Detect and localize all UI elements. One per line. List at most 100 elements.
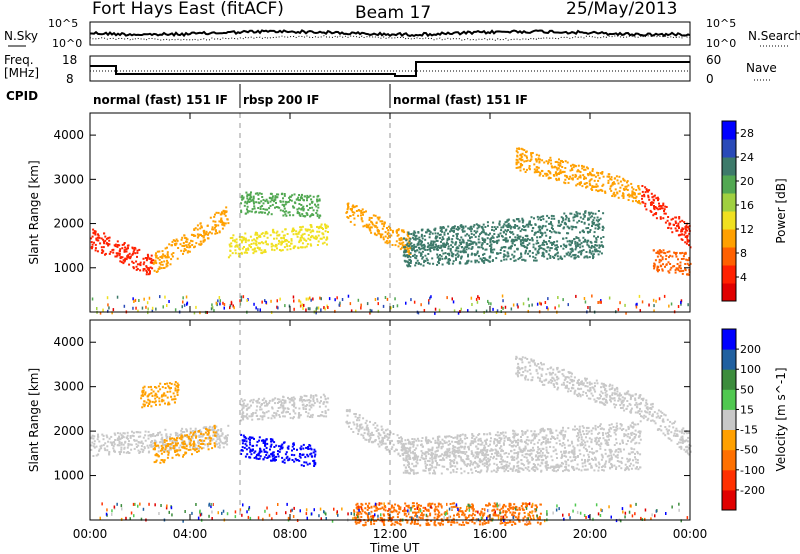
data-point bbox=[252, 242, 255, 245]
data-point bbox=[555, 174, 558, 177]
data-point bbox=[510, 225, 513, 228]
data-point bbox=[256, 399, 259, 402]
data-point bbox=[489, 433, 492, 436]
data-point bbox=[579, 231, 581, 234]
data-point bbox=[539, 158, 541, 161]
data-point bbox=[533, 259, 535, 262]
data-point bbox=[592, 223, 595, 226]
data-point bbox=[262, 202, 265, 205]
data-point bbox=[305, 239, 308, 242]
data-point bbox=[593, 235, 596, 238]
data-point bbox=[256, 440, 259, 443]
data-point bbox=[157, 390, 160, 393]
data-point bbox=[455, 233, 458, 236]
data-point bbox=[680, 228, 683, 231]
data-point bbox=[405, 239, 408, 242]
data-point bbox=[226, 436, 228, 439]
data-point bbox=[577, 439, 580, 442]
data-point bbox=[196, 236, 199, 239]
data-point bbox=[521, 433, 524, 436]
data-point bbox=[576, 212, 579, 215]
noise-point bbox=[132, 297, 134, 301]
data-point bbox=[552, 215, 555, 218]
data-point bbox=[448, 254, 451, 257]
data-point bbox=[215, 230, 217, 233]
data-point bbox=[253, 456, 256, 459]
noise-point bbox=[195, 305, 197, 309]
data-point bbox=[272, 244, 275, 247]
data-point bbox=[212, 434, 215, 437]
data-point bbox=[653, 194, 656, 197]
data-point bbox=[446, 252, 449, 255]
data-point bbox=[590, 438, 593, 441]
data-point bbox=[348, 408, 351, 411]
data-point bbox=[322, 402, 325, 405]
data-point bbox=[193, 228, 196, 231]
data-point bbox=[454, 446, 457, 449]
data-point bbox=[314, 235, 317, 238]
data-point bbox=[209, 231, 211, 234]
data-point bbox=[582, 430, 584, 433]
data-point bbox=[169, 443, 172, 446]
data-point bbox=[347, 409, 350, 412]
data-point bbox=[166, 246, 168, 249]
data-point bbox=[229, 237, 232, 240]
data-point bbox=[203, 229, 206, 232]
data-point bbox=[439, 442, 442, 445]
data-point bbox=[292, 233, 295, 236]
data-point bbox=[384, 231, 387, 234]
data-point bbox=[155, 262, 158, 265]
data-point bbox=[373, 232, 376, 235]
data-point bbox=[591, 250, 594, 253]
data-point bbox=[555, 166, 558, 169]
data-point bbox=[659, 216, 662, 219]
data-point bbox=[362, 417, 365, 420]
data-point bbox=[572, 428, 574, 431]
data-point bbox=[513, 435, 516, 437]
data-point bbox=[163, 459, 166, 462]
data-point bbox=[256, 405, 259, 408]
data-point bbox=[301, 233, 304, 236]
data-point bbox=[209, 216, 212, 219]
data-point bbox=[159, 256, 162, 258]
data-point bbox=[415, 455, 418, 458]
data-point bbox=[474, 235, 477, 238]
data-point bbox=[466, 244, 469, 247]
data-point bbox=[594, 250, 597, 253]
noise-point bbox=[174, 308, 177, 312]
data-point bbox=[299, 453, 301, 455]
data-point bbox=[509, 245, 512, 248]
data-point bbox=[582, 236, 585, 239]
data-point bbox=[127, 443, 130, 445]
data-point bbox=[258, 211, 261, 214]
noise-point bbox=[587, 306, 589, 309]
data-point bbox=[137, 444, 140, 447]
data-point bbox=[241, 400, 244, 403]
data-point bbox=[172, 239, 175, 242]
data-point bbox=[174, 401, 176, 404]
data-point bbox=[601, 171, 604, 173]
data-point bbox=[599, 437, 601, 440]
data-point bbox=[257, 454, 260, 457]
data-point bbox=[459, 241, 461, 244]
data-point bbox=[583, 177, 585, 180]
data-point bbox=[630, 425, 633, 428]
data-point bbox=[597, 235, 599, 238]
data-point bbox=[456, 252, 459, 255]
data-point bbox=[601, 172, 603, 175]
data-point bbox=[659, 217, 662, 220]
data-point bbox=[406, 256, 409, 259]
data-point bbox=[542, 174, 545, 177]
data-point bbox=[576, 241, 579, 244]
data-point bbox=[223, 213, 226, 216]
data-point bbox=[183, 440, 186, 443]
data-point bbox=[558, 158, 560, 161]
data-point bbox=[305, 245, 308, 248]
data-point bbox=[347, 205, 350, 208]
data-point bbox=[276, 410, 279, 412]
data-point bbox=[539, 428, 542, 431]
data-point bbox=[314, 462, 317, 465]
data-point bbox=[100, 444, 103, 447]
data-point bbox=[198, 243, 201, 246]
